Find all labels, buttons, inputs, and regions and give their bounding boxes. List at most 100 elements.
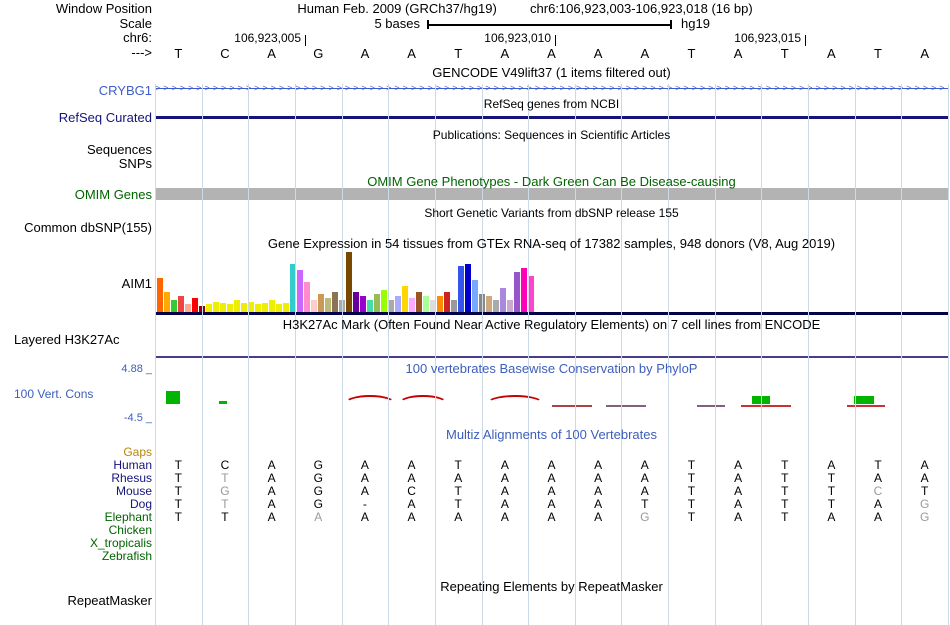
track-label-omim-genes[interactable]: OMIM Genes <box>74 187 152 202</box>
gtex-tissue-bar[interactable] <box>325 298 331 312</box>
gtex-tissue-bar[interactable] <box>248 302 254 312</box>
track-label-crybg1[interactable]: CRYBG1 <box>98 83 152 98</box>
track-title-1[interactable]: RefSeq genes from NCBI <box>483 97 620 111</box>
gtex-tissue-bar[interactable] <box>283 303 289 312</box>
gtex-tissue-bar[interactable] <box>206 304 212 312</box>
base-guideline <box>481 84 483 625</box>
gtex-tissue-bar[interactable] <box>276 304 282 312</box>
gtex-tissue-bar[interactable] <box>388 300 394 312</box>
gtex-tissue-bar[interactable] <box>360 296 366 312</box>
gtex-tissue-bar[interactable] <box>430 300 436 312</box>
gtex-tissue-bar[interactable] <box>290 264 296 312</box>
gtex-tissue-bar[interactable] <box>381 290 387 312</box>
multiz-species-label-rhesus[interactable]: Rhesus <box>111 471 152 485</box>
multiz-species-label-elephant[interactable]: Elephant <box>104 510 152 524</box>
gtex-tissue-bar[interactable] <box>297 270 303 312</box>
gtex-tissue-bar[interactable] <box>318 294 324 312</box>
alignment-base: T <box>687 510 696 524</box>
gtex-tissue-bar[interactable] <box>255 304 261 312</box>
gtex-tissue-bar[interactable] <box>157 278 163 312</box>
track-label-snps[interactable]: SNPs <box>118 156 152 171</box>
gtex-tissue-bar[interactable] <box>234 300 240 312</box>
gtex-tissue-bar[interactable] <box>367 300 373 312</box>
gtex-tissue-bar[interactable] <box>493 300 499 312</box>
alignment-base: A <box>360 484 369 498</box>
track-label-gaps[interactable]: Gaps <box>123 445 152 459</box>
gtex-tissue-bar[interactable] <box>423 296 429 312</box>
gtex-tissue-bar[interactable] <box>346 252 352 312</box>
gtex-tissue-bar[interactable] <box>465 264 471 312</box>
gtex-tissue-bar[interactable] <box>171 300 177 312</box>
gtex-tissue-bar[interactable] <box>514 272 520 312</box>
alignment-base: T <box>781 510 789 524</box>
gtex-tissue-bar[interactable] <box>227 304 233 312</box>
track-title-2[interactable]: Publications: Sequences in Scientific Ar… <box>432 128 671 142</box>
track-title-6[interactable]: H3K27Ac Mark (Often Found Near Active Re… <box>282 317 821 332</box>
track-label-aim1[interactable]: AIM1 <box>121 276 152 291</box>
track-title-0[interactable]: GENCODE V49lift37 (1 items filtered out) <box>432 65 671 80</box>
multiz-species-label-chicken[interactable]: Chicken <box>108 523 152 537</box>
alignment-base: A <box>500 497 509 511</box>
gtex-tissue-bar[interactable] <box>458 266 464 312</box>
multiz-species-label-human[interactable]: Human <box>113 458 152 472</box>
base-letter: A <box>500 46 510 61</box>
track-title-8[interactable]: Multiz Alignments of 100 Vertebrates <box>445 427 657 442</box>
gtex-tissue-bar[interactable] <box>409 298 415 312</box>
gtex-tissue-bar[interactable] <box>416 292 422 312</box>
scale-bar-left-tick <box>427 20 429 29</box>
gtex-tissue-bar[interactable] <box>402 286 408 312</box>
gtex-tissue-bar[interactable] <box>500 288 506 312</box>
assembly-label: hg19 <box>681 16 710 31</box>
gtex-tissue-bar[interactable] <box>528 276 534 312</box>
base-letter: T <box>687 46 696 61</box>
conservation-mark <box>398 395 448 413</box>
gtex-tissue-bar[interactable] <box>178 296 184 312</box>
gtex-tissue-bar[interactable] <box>185 304 191 312</box>
crybg1-transcript-line[interactable] <box>155 88 948 89</box>
gtex-tissue-bar[interactable] <box>521 268 527 312</box>
gtex-tissue-bar[interactable] <box>507 300 513 312</box>
multiz-species-label-mouse[interactable]: Mouse <box>115 484 152 498</box>
gtex-tissue-bar[interactable] <box>311 300 317 312</box>
alignment-base: T <box>174 497 182 511</box>
track-label-layered-h3k27ac[interactable]: Layered H3K27Ac <box>14 332 120 347</box>
gtex-tissue-bar[interactable] <box>241 303 247 312</box>
alignment-base: G <box>313 484 323 498</box>
omim-gene-bar[interactable] <box>155 188 948 200</box>
position-tick-mark <box>805 35 806 46</box>
alignment-base: A <box>734 458 743 472</box>
gtex-tissue-bar[interactable] <box>444 292 450 312</box>
gtex-tissue-bar[interactable] <box>472 280 478 312</box>
track-label-repeatmasker[interactable]: RepeatMasker <box>67 593 152 608</box>
gtex-tissue-bar[interactable] <box>374 294 380 312</box>
multiz-species-label-x_tropicalis[interactable]: X_tropicalis <box>89 536 152 550</box>
gtex-tissue-bar[interactable] <box>353 292 359 312</box>
gtex-tissue-bar[interactable] <box>220 303 226 312</box>
gtex-tissue-bar[interactable] <box>304 282 310 312</box>
gtex-tissue-bar[interactable] <box>395 296 401 312</box>
track-title-7[interactable]: 100 vertebrates Basewise Conservation by… <box>405 361 698 376</box>
gtex-tissue-bar[interactable] <box>262 303 268 312</box>
gtex-tissue-bar[interactable] <box>437 296 443 312</box>
track-title-9[interactable]: Repeating Elements by RepeatMasker <box>440 579 663 594</box>
track-title-5[interactable]: Gene Expression in 54 tissues from GTEx … <box>267 236 836 251</box>
gtex-tissue-bar[interactable] <box>332 292 338 312</box>
track-label-sequences[interactable]: Sequences <box>86 142 152 157</box>
track-title-4[interactable]: Short Genetic Variants from dbSNP releas… <box>424 206 679 220</box>
gtex-tissue-bar[interactable] <box>164 292 170 312</box>
gtex-tissue-bar[interactable] <box>192 298 198 312</box>
multiz-species-label-dog[interactable]: Dog <box>129 497 152 511</box>
track-label-refseq-curated[interactable]: RefSeq Curated <box>58 110 152 125</box>
gtex-tissue-bar[interactable] <box>269 300 275 312</box>
track-label-100-vert-cons[interactable]: 100 Vert. Cons <box>14 387 94 401</box>
alignment-base: A <box>407 458 416 472</box>
track-label-common-dbsnp-155[interactable]: Common dbSNP(155) <box>24 220 152 235</box>
alignment-base: C <box>220 458 230 472</box>
gtex-tissue-bar[interactable] <box>486 296 492 312</box>
multiz-species-label-zebrafish[interactable]: Zebrafish <box>101 549 152 563</box>
alignment-base: A <box>734 471 743 485</box>
track-title-3[interactable]: OMIM Gene Phenotypes - Dark Green Can Be… <box>367 174 736 189</box>
gtex-tissue-bar[interactable] <box>451 300 457 312</box>
refseq-curated-gene-line[interactable] <box>155 116 948 119</box>
gtex-tissue-bar[interactable] <box>213 302 219 312</box>
